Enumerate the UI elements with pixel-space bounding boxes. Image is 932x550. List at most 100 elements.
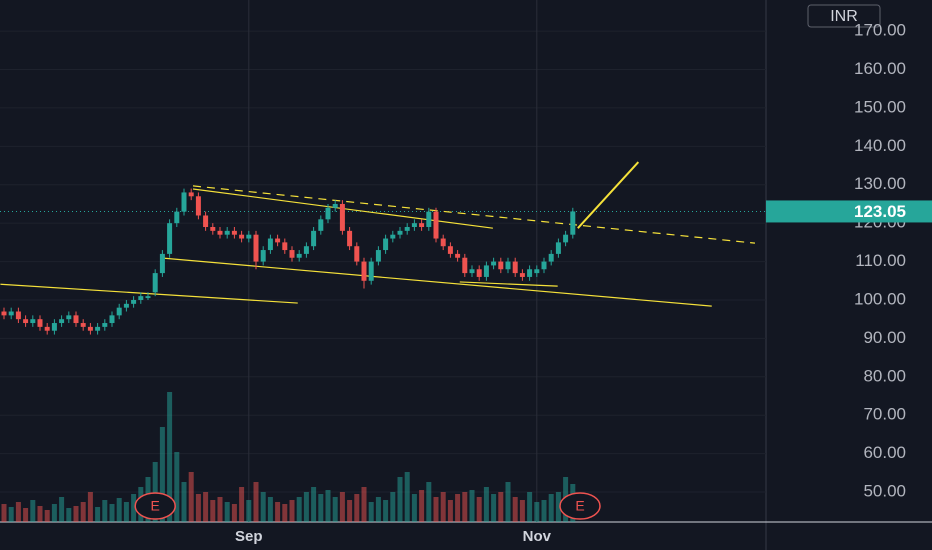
volume-bar (15, 502, 21, 522)
candle-body (462, 257, 468, 274)
candle-body (318, 219, 324, 231)
candle-body (541, 261, 547, 270)
volume-bar (541, 500, 547, 522)
candle-body (23, 319, 29, 324)
volume-bar (167, 392, 173, 522)
volume-bar (8, 507, 14, 522)
volume-bar (339, 492, 345, 522)
volume-bar (174, 452, 180, 522)
volume-bar (217, 497, 223, 522)
volume-bar (59, 497, 65, 522)
volume-bar (23, 508, 29, 522)
candle-body (440, 238, 446, 247)
y-tick-label: 140.00 (854, 136, 906, 155)
y-tick-label: 160.00 (854, 59, 906, 78)
volume-bar (527, 492, 533, 522)
y-tick-label: 90.00 (863, 328, 906, 347)
candle-body (224, 230, 230, 235)
volume-bar (419, 490, 425, 522)
volume-bar (275, 502, 281, 522)
candle-body (433, 211, 439, 239)
y-tick-label: 70.00 (863, 405, 906, 424)
price-label: 123.05 (854, 202, 906, 221)
volume-bar (375, 497, 381, 522)
volume-bar (159, 427, 165, 522)
volume-bar (426, 482, 432, 522)
y-tick-label: 80.00 (863, 366, 906, 385)
volume-bar (555, 492, 561, 522)
candle-body (210, 227, 216, 231)
volume-bar (123, 502, 129, 522)
volume-bar (383, 500, 389, 522)
candle-body (87, 326, 93, 331)
candle-body (534, 269, 540, 274)
volume-bar (332, 497, 338, 522)
volume-bar (195, 494, 201, 522)
candle-body (527, 269, 533, 277)
candle-body (332, 203, 338, 208)
candle-body (116, 307, 122, 316)
candle-body (505, 261, 511, 270)
volume-bar (239, 487, 245, 522)
trendline (163, 257, 712, 307)
volume-bar (224, 502, 230, 522)
volume-bar (30, 500, 36, 522)
candle-body (476, 269, 482, 277)
candle-body (15, 311, 21, 320)
currency-label: INR (830, 8, 858, 25)
candle-body (253, 234, 259, 262)
y-tick-label: 130.00 (854, 174, 906, 193)
candle-body (555, 242, 561, 254)
candle-body (1, 311, 7, 316)
y-tick-label: 170.00 (854, 21, 906, 40)
candle-body (347, 230, 353, 247)
volume-bar (260, 492, 266, 522)
candle-body (411, 223, 417, 228)
volume-bar (188, 472, 194, 522)
volume-bar (303, 492, 309, 522)
x-tick-label: Sep (235, 528, 263, 545)
candle-body (339, 203, 345, 231)
candle-body (102, 323, 108, 327)
candle-body (275, 238, 281, 243)
candle-body (311, 230, 317, 247)
candle-body (519, 273, 525, 277)
volume-bar (116, 498, 122, 522)
candle-body (383, 238, 389, 251)
volume-bar (246, 500, 252, 522)
candle-body (152, 273, 158, 293)
volume-bar (231, 504, 237, 522)
candle-body (390, 234, 396, 239)
candle-body (491, 261, 497, 266)
volume-bar (361, 487, 367, 522)
volume-bar (152, 462, 158, 522)
candle-body (109, 315, 115, 324)
candle-body (469, 269, 475, 274)
volume-bar (253, 482, 259, 522)
x-tick-label: Nov (523, 528, 552, 545)
candle-body (195, 196, 201, 216)
candle-body (188, 192, 194, 197)
candle-body (37, 319, 43, 327)
candle-body (30, 319, 36, 324)
volume-bar (95, 507, 101, 522)
volume-bar (462, 492, 468, 522)
candle-body (145, 296, 151, 299)
volume-bar (411, 494, 417, 522)
candle-body (203, 215, 209, 228)
volume-bar (311, 487, 317, 522)
candle-body (375, 250, 381, 262)
candle-body (361, 261, 367, 281)
volume-bar (433, 497, 439, 522)
candle-body (455, 253, 461, 258)
candle-body (231, 230, 237, 235)
candle-body (131, 299, 137, 304)
volume-bar (181, 482, 187, 522)
volume-bar (440, 492, 446, 522)
volume-bar (397, 477, 403, 522)
y-tick-label: 50.00 (863, 482, 906, 501)
volume-bar (210, 500, 216, 522)
volume-bar (296, 497, 302, 522)
candle-body (303, 246, 309, 254)
